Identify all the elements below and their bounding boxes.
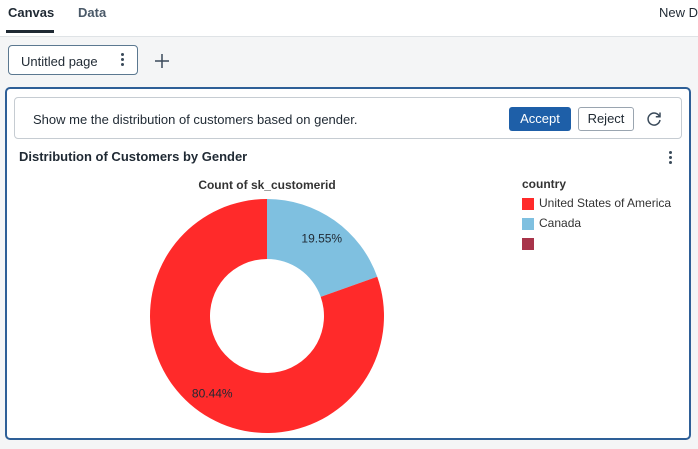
page-tab[interactable]: Untitled page	[8, 45, 138, 75]
chart-title: Count of sk_customerid	[198, 178, 336, 192]
legend-swatch	[522, 238, 534, 250]
prompt-text: Show me the distribution of customers ba…	[33, 112, 358, 127]
donut-slice-1[interactable]	[150, 199, 384, 433]
widget-title: Distribution of Customers by Gender	[19, 149, 248, 164]
legend-swatch	[522, 198, 534, 210]
legend-swatch	[522, 218, 534, 230]
donut-chart: 19.55% 80.44%	[150, 199, 384, 433]
page-tab-label: Untitled page	[21, 54, 98, 69]
reject-button[interactable]: Reject	[578, 107, 634, 131]
ai-prompt-bar: Show me the distribution of customers ba…	[14, 97, 682, 139]
donut-slice-label-0: 19.55%	[301, 231, 342, 245]
plus-icon[interactable]	[152, 51, 172, 71]
legend-label: Canada	[539, 216, 582, 230]
widget-kebab-menu-icon[interactable]	[667, 151, 673, 167]
kebab-menu-icon[interactable]	[119, 53, 125, 69]
active-tab-indicator	[6, 30, 54, 33]
legend-label: United States of America	[539, 196, 672, 210]
refresh-icon[interactable]	[645, 110, 663, 128]
donut-slice-label-1: 80.44%	[192, 387, 233, 401]
dashboard-canvas: Show me the distribution of customers ba…	[5, 87, 691, 440]
tab-data[interactable]: Data	[78, 5, 107, 20]
donut-slice-0[interactable]	[267, 199, 378, 297]
top-bar: Canvas Data New D	[0, 0, 698, 37]
new-dashboard-button[interactable]: New D	[659, 5, 698, 20]
tab-canvas[interactable]: Canvas	[8, 5, 55, 20]
accept-button[interactable]: Accept	[509, 107, 571, 131]
legend-title: country	[522, 177, 567, 191]
